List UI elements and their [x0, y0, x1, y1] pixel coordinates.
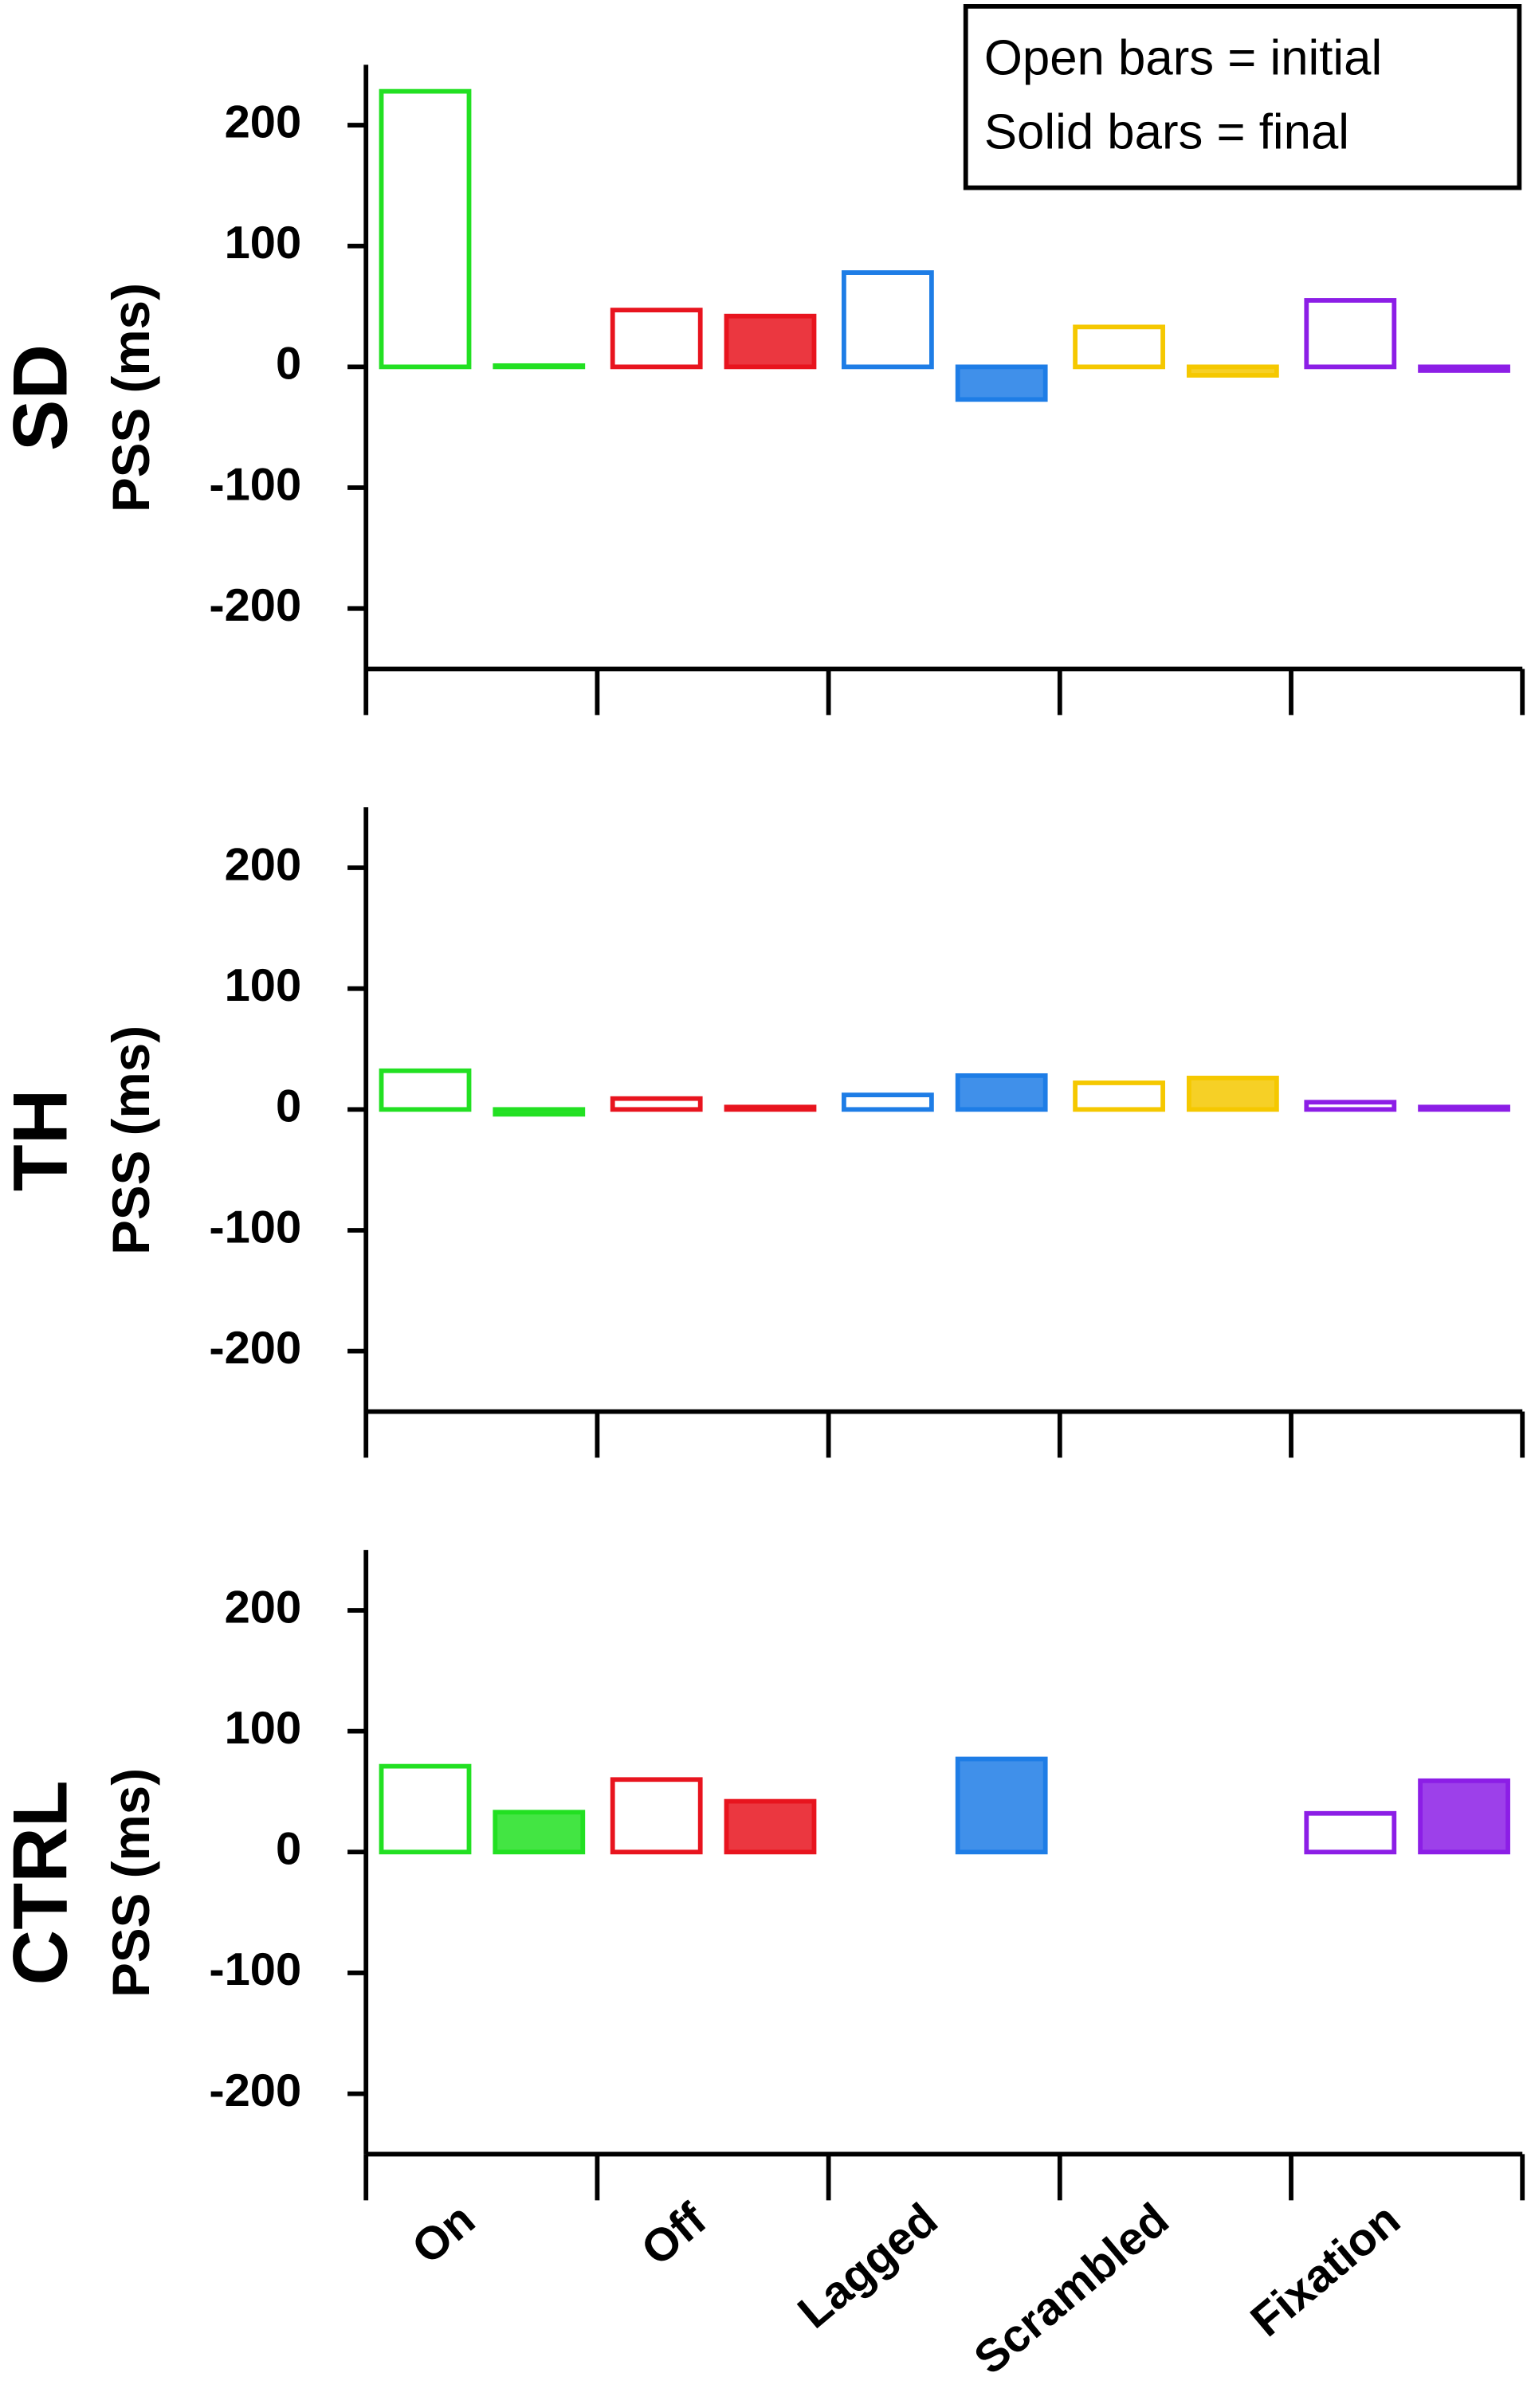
y-tick-label: 200 — [225, 839, 302, 890]
y-tick-label: 0 — [276, 339, 301, 390]
open-bar — [842, 270, 934, 370]
y-tick-label: 200 — [225, 1582, 302, 1633]
x-tick-label: Off — [632, 2194, 716, 2276]
y-axis-label: PSS (ms) — [102, 1768, 160, 1998]
solid-bar — [493, 363, 586, 370]
open-bar — [1073, 324, 1165, 370]
y-tick-label: -100 — [209, 1202, 301, 1253]
y-tick-label: 100 — [225, 1703, 302, 1754]
y-tick-label: 0 — [276, 1081, 301, 1132]
panel-label: TH — [0, 1089, 83, 1192]
y-tick-label: -200 — [209, 2065, 301, 2116]
legend-text: Open bars = initial — [984, 31, 1382, 86]
y-tick-label: 0 — [276, 1824, 301, 1875]
panel-label: SD — [0, 344, 83, 451]
legend-text: Solid bars = final — [984, 104, 1349, 159]
y-axis-label: PSS (ms) — [102, 283, 160, 512]
solid-bar — [955, 1073, 1048, 1112]
y-tick-label: -100 — [209, 1944, 301, 1995]
solid-bar — [1418, 364, 1510, 373]
solid-bar — [955, 364, 1048, 402]
open-bar — [842, 1092, 934, 1112]
solid-bar — [724, 1798, 817, 1855]
open-bar — [379, 1068, 472, 1112]
y-tick-label: -200 — [209, 580, 301, 631]
solid-bar — [1187, 364, 1279, 378]
open-bar — [1304, 1100, 1397, 1112]
y-tick-label: 200 — [225, 96, 302, 147]
open-bar — [610, 308, 703, 370]
y-tick-label: -200 — [209, 1323, 301, 1374]
open-bar — [1304, 1810, 1397, 1855]
y-axis-label: PSS (ms) — [102, 1026, 160, 1255]
solid-bar — [1418, 1104, 1510, 1112]
open-bar — [1304, 298, 1397, 370]
open-bar — [610, 1096, 703, 1112]
solid-bar — [1418, 1778, 1510, 1855]
open-bar — [1073, 1080, 1165, 1112]
open-bar — [610, 1777, 703, 1855]
open-bar — [379, 1763, 472, 1855]
solid-bar — [1187, 1076, 1279, 1112]
open-bar — [379, 88, 472, 370]
y-tick-label: 100 — [225, 218, 302, 269]
y-tick-label: -100 — [209, 459, 301, 510]
solid-bar — [724, 313, 817, 370]
x-tick-label: Fixation — [1242, 2194, 1410, 2347]
y-tick-label: 100 — [225, 960, 302, 1011]
x-tick-label: On — [402, 2194, 485, 2274]
x-tick-label: Scrambled — [965, 2194, 1179, 2384]
panel-label: CTRL — [0, 1780, 83, 1985]
legend-box — [963, 4, 1522, 190]
solid-bar — [955, 1756, 1048, 1855]
x-tick-label: Lagged — [789, 2194, 948, 2338]
solid-bar — [724, 1104, 817, 1112]
solid-bar — [493, 1107, 586, 1117]
solid-bar — [493, 1810, 586, 1855]
